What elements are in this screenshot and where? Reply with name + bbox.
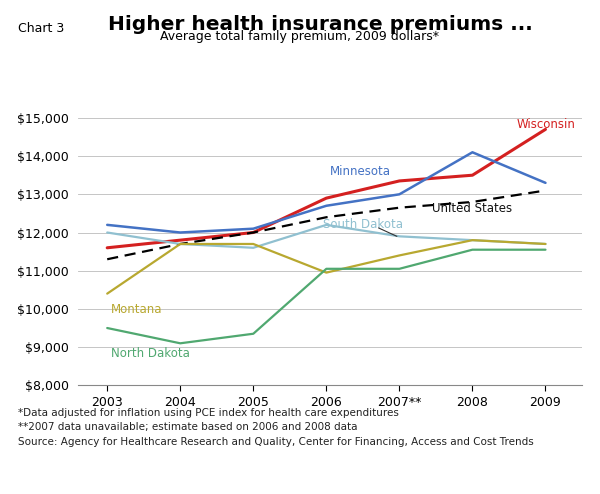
Text: *Data adjusted for inflation using PCE index for health care expenditures: *Data adjusted for inflation using PCE i… [18,408,399,417]
Text: Chart 3: Chart 3 [18,22,64,35]
Text: Average total family premium, 2009 dollars*: Average total family premium, 2009 dolla… [161,30,439,42]
Text: United States: United States [432,203,512,215]
Text: South Dakota: South Dakota [323,218,403,231]
Text: **2007 data unavailable; estimate based on 2006 and 2008 data: **2007 data unavailable; estimate based … [18,422,358,432]
Text: North Dakota: North Dakota [111,347,190,361]
Text: Higher health insurance premiums ...: Higher health insurance premiums ... [108,15,533,34]
Text: Wisconsin: Wisconsin [516,118,575,131]
Text: Source: Agency for Healthcare Research and Quality, Center for Financing, Access: Source: Agency for Healthcare Research a… [18,437,534,447]
Text: Montana: Montana [111,303,163,316]
Text: Minnesota: Minnesota [330,165,391,178]
